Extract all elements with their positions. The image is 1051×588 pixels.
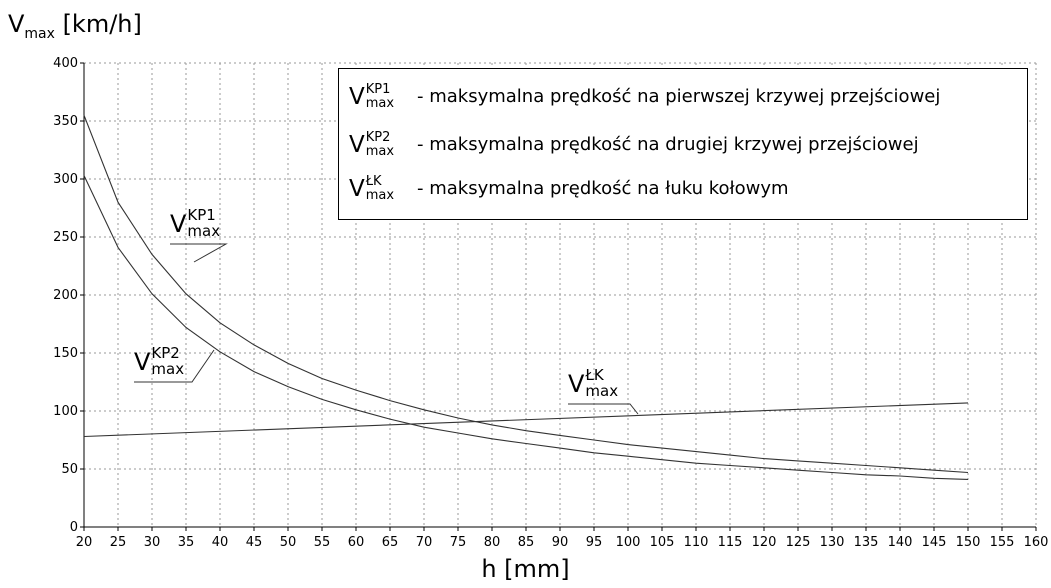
- y-tick-label: 0: [70, 520, 78, 535]
- legend-entry-lk: V ŁK max - maksymalna prędkość na łuku koł…: [349, 175, 789, 202]
- x-tick-label: 30: [144, 535, 161, 550]
- x-tick-label: 85: [518, 535, 535, 550]
- x-tick-label: 40: [212, 535, 229, 550]
- y-axis-label-sub: max: [24, 25, 55, 42]
- axes: [80, 62, 1037, 531]
- legend-symbol-kp1: V KP1 max: [349, 83, 417, 110]
- y-tick-label: 50: [61, 462, 78, 477]
- curve-label-sub: max: [585, 382, 619, 400]
- leader-line-kp1: [170, 243, 228, 263]
- x-axis-label: h [mm]: [481, 555, 570, 583]
- x-tick-label: 130: [820, 535, 845, 550]
- y-tick-label: 150: [53, 346, 78, 361]
- x-tick-label: 35: [178, 535, 195, 550]
- y-tick-label: 200: [53, 288, 78, 303]
- y-tick-label: 250: [53, 230, 78, 245]
- legend-symbol-sub: max: [365, 96, 395, 111]
- x-tick-label: 145: [922, 535, 947, 550]
- leader-line-kp2: [134, 349, 215, 383]
- x-tick-label: 115: [718, 535, 743, 550]
- y-tick-label: 100: [53, 404, 78, 419]
- y-tick-label: 400: [53, 56, 78, 71]
- x-tick-label: 140: [888, 535, 913, 550]
- y-tick-label: 350: [53, 114, 78, 129]
- legend: V KP1 max - maksymalna prędkość na pierwsz…: [338, 68, 1028, 220]
- curve-label-leaders: [134, 243, 639, 415]
- x-tick-label: 105: [650, 535, 675, 550]
- series-line-kp1: [83, 114, 969, 474]
- x-tick-label: 160: [1024, 535, 1049, 550]
- x-tick-label: 135: [854, 535, 879, 550]
- legend-symbol-lk: V ŁK max: [349, 175, 417, 202]
- x-tick-label: 65: [382, 535, 399, 550]
- x-tick-label: 95: [586, 535, 603, 550]
- leader-line-lk: [568, 403, 639, 415]
- legend-description-kp2: - maksymalna prędkość na drugiej krzywej…: [417, 134, 919, 155]
- legend-description-lk: - maksymalna prędkość na łuku kołowym: [417, 178, 789, 199]
- legend-symbol-sub: max: [365, 188, 395, 203]
- legend-symbol-kp2: V KP2 max: [349, 131, 417, 158]
- y-axis-label-main: V: [8, 10, 25, 38]
- curve-label-main: V: [170, 209, 187, 238]
- x-tick-label: 110: [684, 535, 709, 550]
- curve-label-sup: ŁK: [585, 366, 604, 384]
- legend-symbol-main: V: [349, 83, 365, 110]
- y-axis-label: Vmax [km/h]: [8, 10, 142, 42]
- curve-label-lk: V ŁK max: [568, 368, 618, 399]
- x-tick-label: 25: [110, 535, 127, 550]
- legend-symbol-sup: KP1: [365, 82, 391, 97]
- legend-symbol-sup: ŁK: [365, 174, 382, 189]
- curve-label-sup: KP1: [187, 206, 216, 224]
- x-tick-label: 75: [450, 535, 467, 550]
- series-lines: [83, 114, 969, 480]
- series-line-lk: [83, 402, 969, 438]
- legend-entry-kp1: V KP1 max - maksymalna prędkość na pierwsz…: [349, 83, 940, 110]
- x-tick-label: 90: [552, 535, 569, 550]
- x-tick-label: 125: [786, 535, 811, 550]
- legend-symbol-main: V: [349, 175, 365, 202]
- legend-entry-kp2: V KP2 max - maksymalna prędkość na drugiej…: [349, 131, 919, 158]
- legend-description-kp1: - maksymalna prędkość na pierwszej krzyw…: [417, 86, 941, 107]
- curve-label-kp1: V KP1 max: [170, 208, 220, 239]
- series-line-kp2: [83, 175, 969, 480]
- curve-label-sup: KP2: [151, 344, 180, 362]
- x-tick-label: 60: [348, 535, 365, 550]
- curve-label-kp2: V KP2 max: [134, 346, 184, 377]
- legend-symbol-main: V: [349, 131, 365, 158]
- x-tick-label: 100: [616, 535, 641, 550]
- curve-label-sub: max: [187, 222, 221, 240]
- y-tick-label: 300: [53, 172, 78, 187]
- x-tick-label: 155: [990, 535, 1015, 550]
- legend-symbol-sup: KP2: [365, 130, 391, 145]
- x-tick-label: 80: [484, 535, 501, 550]
- x-tick-label: 55: [314, 535, 331, 550]
- legend-symbol-sub: max: [365, 144, 395, 159]
- x-tick-label: 150: [956, 535, 981, 550]
- x-tick-label: 20: [76, 535, 93, 550]
- curve-label-sub: max: [151, 360, 185, 378]
- y-axis-label-unit: [km/h]: [54, 10, 142, 38]
- x-tick-label: 45: [246, 535, 263, 550]
- curve-label-main: V: [568, 369, 585, 398]
- tick-labels: 20 25 30 35 40 45 50 55 60 65 70 75 80 85 90 95 100 105 11…: [53, 56, 1048, 550]
- x-tick-label: 120: [752, 535, 777, 550]
- x-tick-label: 50: [280, 535, 297, 550]
- curve-label-main: V: [134, 347, 151, 376]
- x-tick-label: 70: [416, 535, 433, 550]
